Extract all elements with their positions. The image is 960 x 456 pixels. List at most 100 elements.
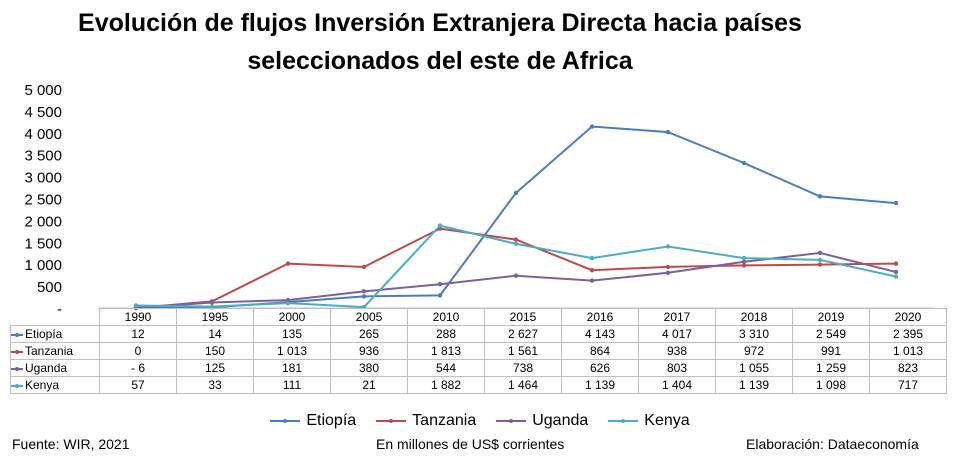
y-tick-label: 4 500: [24, 104, 62, 121]
data-label: 803: [638, 359, 716, 377]
source-note: Fuente: WIR, 2021: [12, 436, 130, 452]
data-label: 1 813: [407, 342, 485, 360]
legend-line-icon: [376, 416, 407, 426]
table-row: Tanzania 0 150 1 013 936 1 813 1 561 864 938 972 9…: [10, 342, 947, 360]
data-label: 864: [561, 342, 639, 360]
data-point-etiopía: [893, 200, 899, 206]
row-series-name: Etiopía: [25, 327, 63, 341]
data-point-etiopía: [361, 294, 367, 299]
data-label: 4 017: [638, 325, 716, 343]
x-tick-label: 2019: [792, 308, 870, 326]
legend-label: Etiopía: [306, 412, 357, 429]
legend-label: Uganda: [532, 412, 589, 429]
row-header: Kenya: [10, 376, 100, 394]
data-point-kenya: [741, 255, 747, 261]
data-label: 0: [99, 342, 177, 360]
data-point-etiopía: [513, 190, 519, 196]
y-tick-label: 3 000: [24, 170, 62, 187]
data-table: 1990 1995 2000 2005 2010 2015 2016 2017 2018 2019…: [10, 308, 947, 394]
data-label: 2 627: [484, 325, 562, 343]
data-label: 1 404: [638, 376, 716, 394]
legend-item-tanzania: Tanzania: [376, 412, 476, 430]
x-tick-label: 1995: [176, 308, 254, 326]
data-label: 12: [99, 325, 177, 343]
data-label: 1 098: [792, 376, 870, 394]
data-point-tanzania: [741, 263, 747, 268]
data-point-uganda: [893, 269, 899, 275]
data-point-kenya: [437, 223, 443, 228]
data-label: 4 143: [561, 325, 639, 343]
data-point-etiopía: [589, 124, 595, 129]
x-tick-label: 2015: [484, 308, 562, 326]
data-label: 135: [253, 325, 331, 343]
data-label: 823: [869, 359, 947, 377]
data-point-uganda: [437, 281, 443, 287]
data-point-tanzania: [893, 261, 899, 266]
data-point-kenya: [285, 300, 291, 306]
legend-item-etiopía: Etiopía: [270, 412, 356, 430]
data-label: 1 013: [253, 342, 331, 360]
x-tick-label: 2005: [330, 308, 408, 326]
series-marker-icon: [11, 382, 23, 390]
data-label: 717: [869, 376, 947, 394]
series-line-uganda: [135, 251, 897, 309]
data-label: 21: [330, 376, 408, 394]
data-point-uganda: [285, 297, 291, 303]
data-label: 288: [407, 325, 485, 343]
data-point-kenya: [589, 255, 595, 261]
data-label: 936: [330, 342, 408, 360]
x-tick-label: 2000: [253, 308, 331, 326]
data-point-tanzania: [817, 262, 823, 267]
data-label: 125: [176, 359, 254, 377]
data-point-uganda: [513, 273, 519, 278]
credit-note: Elaboración: Dataeconomía: [746, 436, 919, 452]
table-row: Etiopía 12 14 135 265 288 2 627 4 143 4 017 3 310…: [10, 325, 947, 343]
data-point-uganda: [589, 278, 595, 283]
x-tick-label: 2016: [561, 308, 639, 326]
data-label: 3 310: [715, 325, 793, 343]
data-point-etiopía: [741, 160, 747, 166]
data-label: 57: [99, 376, 177, 394]
y-tick-label: 4 000: [24, 126, 62, 143]
data-label: 1 139: [715, 376, 793, 394]
data-label: 33: [176, 376, 254, 394]
data-label: 1 464: [484, 376, 562, 394]
y-tick-label: 1 500: [24, 235, 62, 252]
legend: Etiopía Tanzania Uganda Kenya: [0, 412, 960, 430]
data-label: 1 882: [407, 376, 485, 394]
legend-label: Tanzania: [412, 412, 477, 429]
data-label: 2 549: [792, 325, 870, 343]
data-point-kenya: [817, 257, 823, 263]
data-label: 265: [330, 325, 408, 343]
table-corner: [11, 309, 100, 326]
table-row: Kenya 57 33 111 21 1 882 1 464 1 139 1 404 1 139 1…: [10, 376, 947, 394]
legend-label: Kenya: [644, 412, 690, 429]
data-point-kenya: [133, 303, 139, 308]
x-tick-label: 2018: [715, 308, 793, 326]
data-point-kenya: [513, 241, 519, 247]
x-tick-label: 2020: [869, 308, 947, 326]
chart-title-line-1: Evolución de flujos Inversión Extranjera…: [78, 9, 802, 37]
data-label: 626: [561, 359, 639, 377]
data-label: 380: [330, 359, 408, 377]
y-tick-label: 2 000: [24, 213, 62, 230]
data-point-etiopía: [817, 194, 823, 199]
data-label: 111: [253, 376, 331, 394]
data-point-uganda: [665, 270, 671, 276]
data-point-etiopía: [665, 129, 671, 135]
data-point-tanzania: [361, 264, 367, 270]
y-tick-label: 1 000: [24, 257, 62, 274]
row-series-name: Kenya: [25, 378, 60, 392]
data-point-tanzania: [589, 267, 595, 273]
legend-item-kenya: Kenya: [608, 412, 690, 430]
data-point-etiopía: [437, 293, 443, 298]
data-label: 1 055: [715, 359, 793, 377]
x-tick-label: 2010: [407, 308, 485, 326]
series-line-etiopía: [135, 125, 897, 309]
y-tick-label: -: [57, 301, 62, 318]
series-marker-icon: [11, 331, 23, 339]
data-point-tanzania: [665, 264, 671, 270]
data-point-uganda: [361, 289, 367, 294]
legend-line-icon: [496, 416, 527, 426]
